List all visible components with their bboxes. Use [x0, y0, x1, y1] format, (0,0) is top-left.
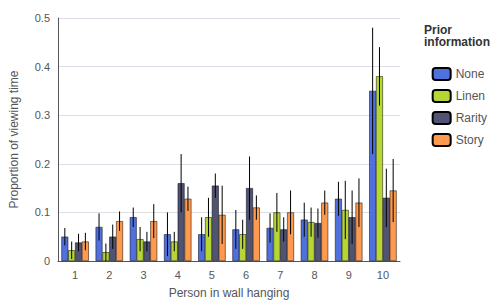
svg-text:Story: Story — [456, 133, 484, 147]
svg-text:0.1: 0.1 — [35, 206, 50, 218]
svg-text:0: 0 — [44, 255, 50, 267]
svg-text:None: None — [456, 67, 485, 81]
svg-text:Person in wall hanging: Person in wall hanging — [169, 286, 290, 300]
svg-text:3: 3 — [140, 269, 146, 281]
svg-text:10: 10 — [377, 269, 389, 281]
svg-text:9: 9 — [346, 269, 352, 281]
svg-text:5: 5 — [209, 269, 215, 281]
svg-text:information: information — [424, 35, 490, 49]
svg-text:0.5: 0.5 — [35, 12, 50, 24]
svg-text:Proportion of viewing time: Proportion of viewing time — [7, 70, 21, 208]
svg-text:7: 7 — [277, 269, 283, 281]
svg-text:Linen: Linen — [456, 89, 485, 103]
svg-text:2: 2 — [106, 269, 112, 281]
svg-text:1: 1 — [72, 269, 78, 281]
svg-text:Prior: Prior — [424, 23, 452, 37]
svg-text:0.2: 0.2 — [35, 158, 50, 170]
svg-text:6: 6 — [243, 269, 249, 281]
svg-text:0.4: 0.4 — [35, 61, 50, 73]
svg-text:0.3: 0.3 — [35, 109, 50, 121]
svg-text:Rarity: Rarity — [456, 111, 487, 125]
svg-text:4: 4 — [175, 269, 181, 281]
svg-text:8: 8 — [311, 269, 317, 281]
